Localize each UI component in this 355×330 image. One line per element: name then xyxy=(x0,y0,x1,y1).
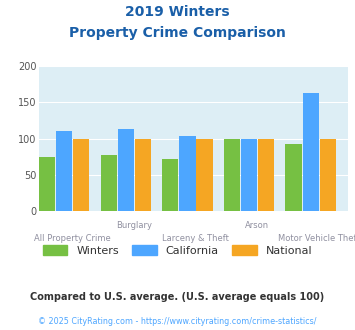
Bar xyxy=(241,139,257,211)
Text: Burglary: Burglary xyxy=(116,221,152,230)
Bar xyxy=(320,139,336,211)
Bar xyxy=(224,139,240,211)
Bar xyxy=(179,136,196,211)
Bar xyxy=(196,139,213,211)
Text: Compared to U.S. average. (U.S. average equals 100): Compared to U.S. average. (U.S. average … xyxy=(31,292,324,302)
Bar xyxy=(56,131,72,211)
Bar xyxy=(118,129,134,211)
Bar xyxy=(101,155,117,211)
Text: All Property Crime: All Property Crime xyxy=(34,234,111,243)
Text: Larceny & Theft: Larceny & Theft xyxy=(162,234,229,243)
Bar xyxy=(258,139,274,211)
Bar xyxy=(135,139,151,211)
Bar xyxy=(285,144,302,211)
Text: Property Crime Comparison: Property Crime Comparison xyxy=(69,26,286,40)
Bar xyxy=(39,157,55,211)
Text: Arson: Arson xyxy=(245,221,269,230)
Legend: Winters, California, National: Winters, California, National xyxy=(39,240,316,260)
Text: 2019 Winters: 2019 Winters xyxy=(125,5,230,19)
Bar xyxy=(302,93,319,211)
Text: Motor Vehicle Theft: Motor Vehicle Theft xyxy=(278,234,355,243)
Bar xyxy=(73,139,89,211)
Text: © 2025 CityRating.com - https://www.cityrating.com/crime-statistics/: © 2025 CityRating.com - https://www.city… xyxy=(38,317,317,326)
Bar xyxy=(162,159,179,211)
